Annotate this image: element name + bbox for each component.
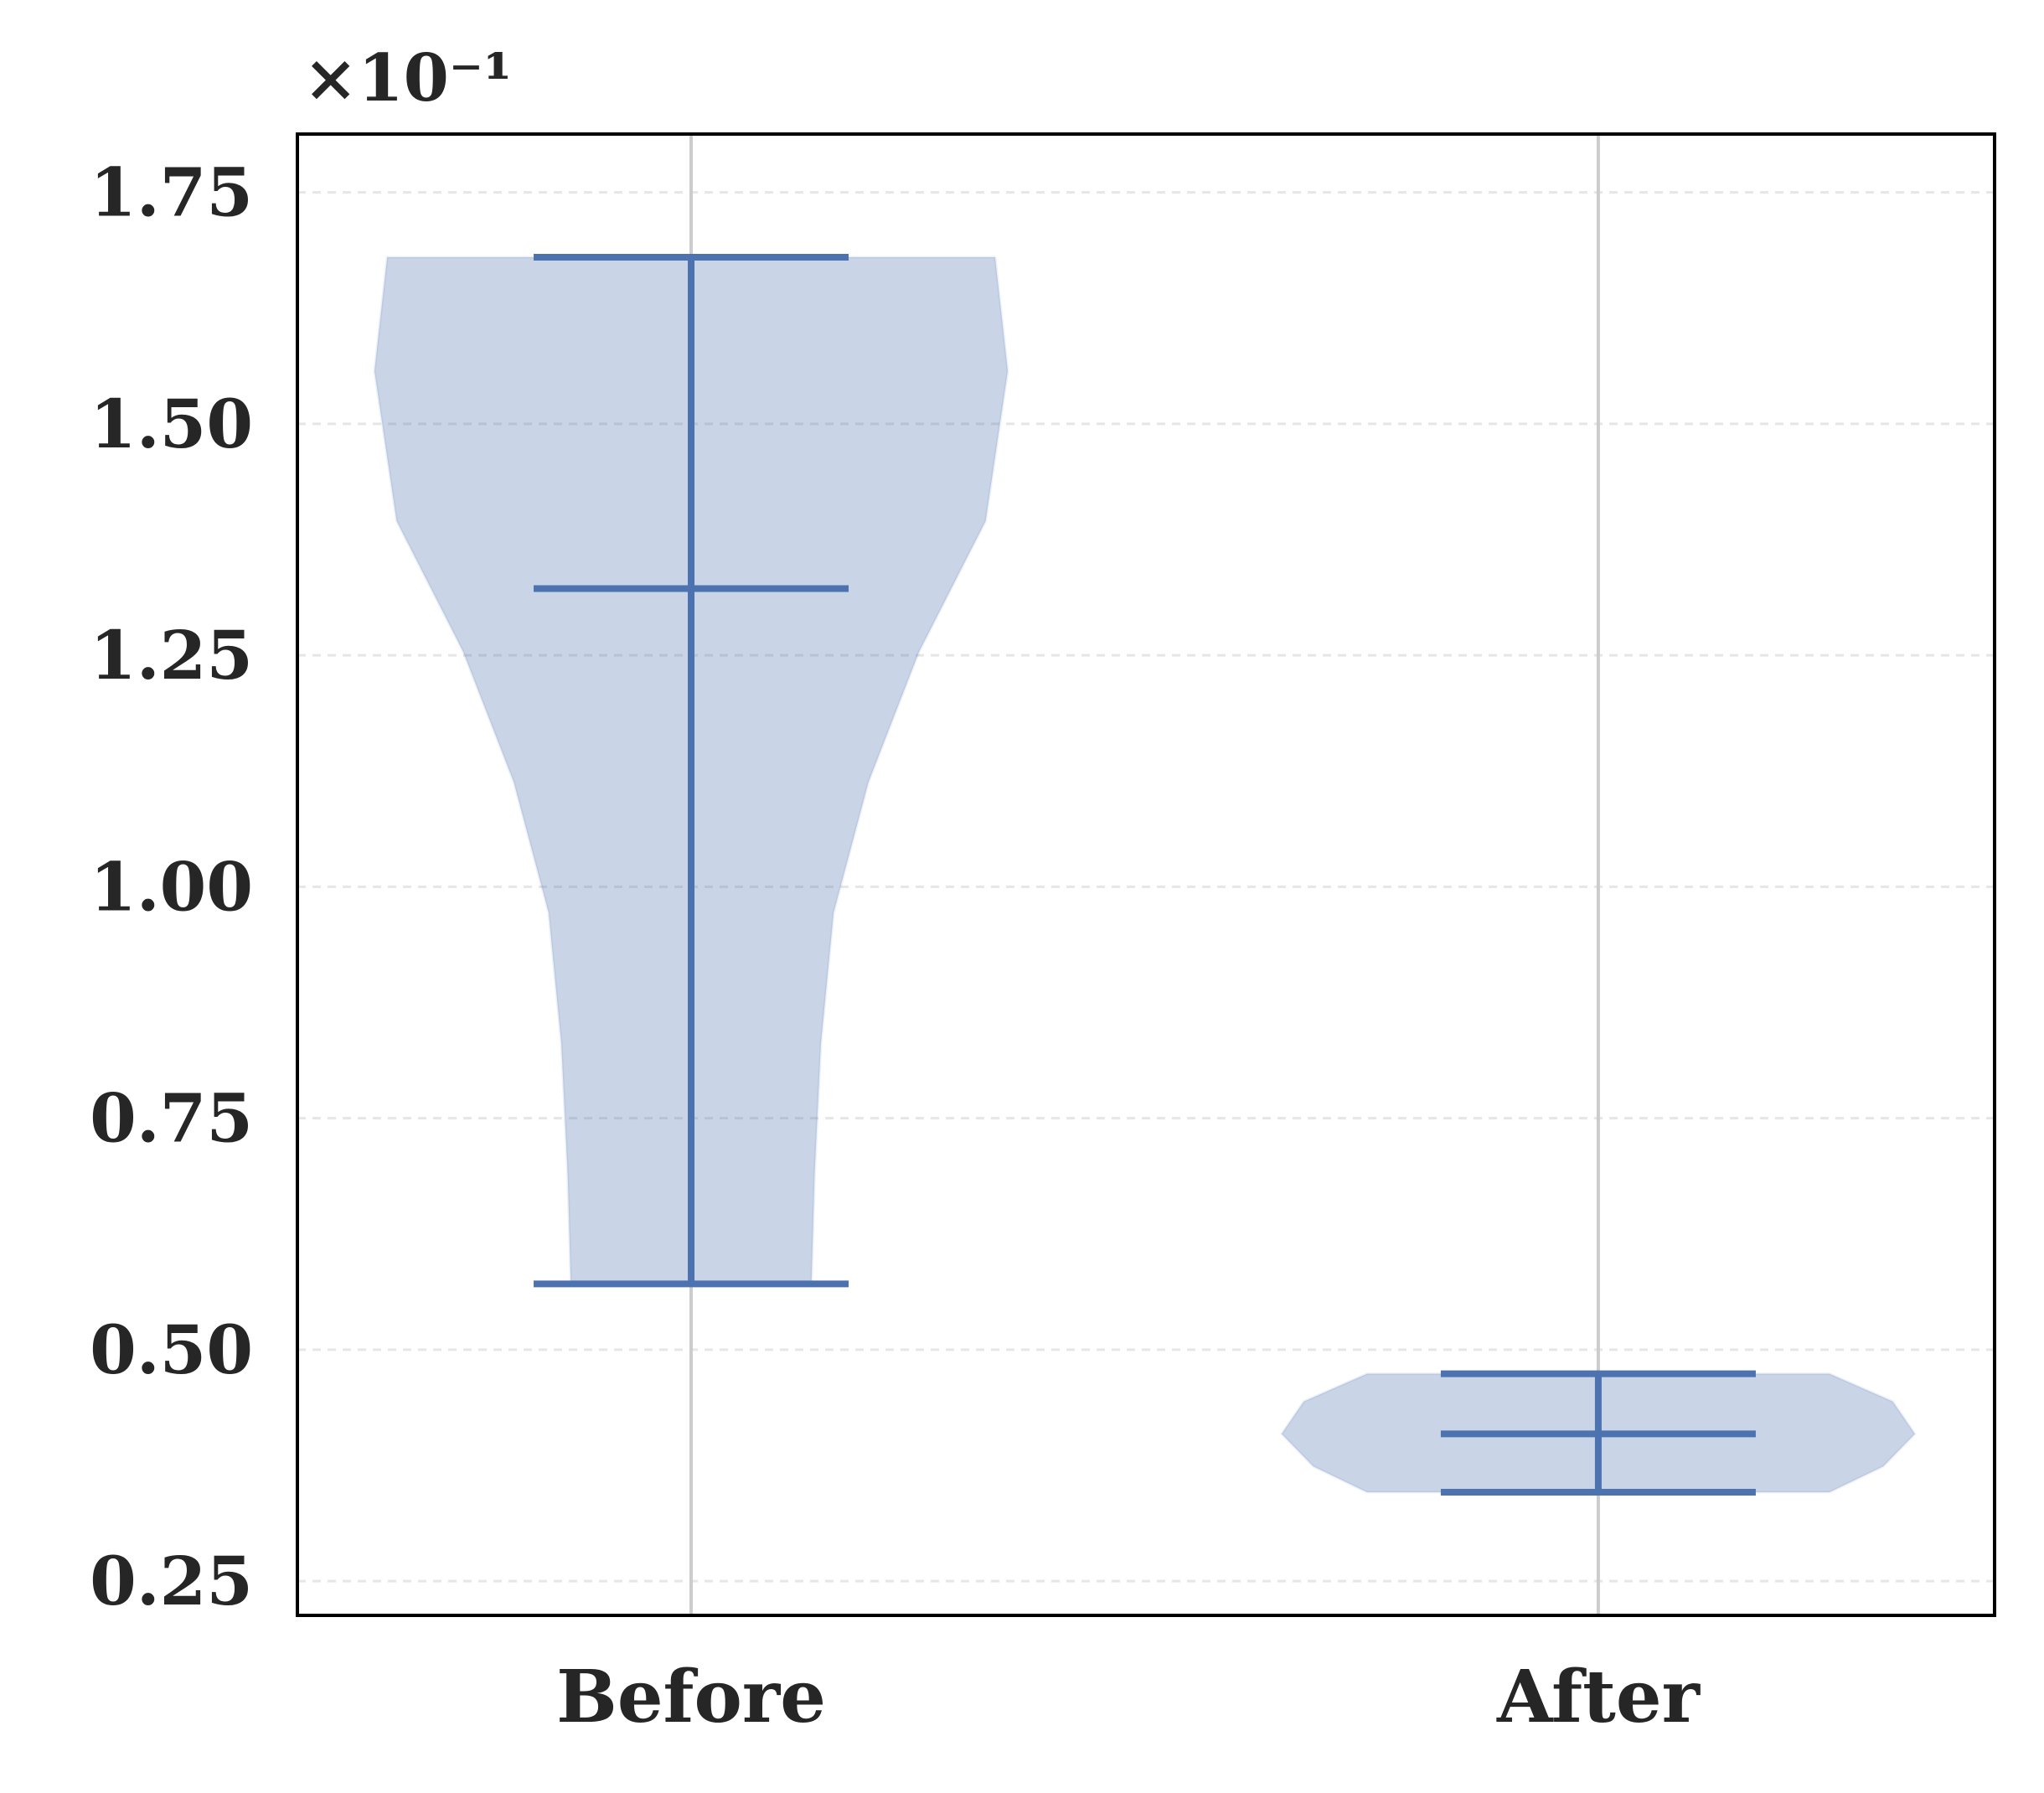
x-tick-label: After [1496, 1655, 1701, 1739]
y-tick-label: 0.50 [90, 1310, 253, 1389]
y-tick-label: 1.00 [90, 847, 253, 926]
y-tick-label: 0.75 [90, 1079, 253, 1158]
y-tick-label: 1.25 [90, 616, 253, 695]
y-offset-label: ×10⁻¹ [303, 40, 512, 116]
plot-frame [296, 132, 1996, 1617]
y-tick-label: 1.50 [90, 385, 253, 463]
x-tick-label: Before [556, 1655, 826, 1739]
y-tick-label: 0.25 [90, 1542, 253, 1620]
y-tick-label: 1.75 [90, 153, 253, 232]
